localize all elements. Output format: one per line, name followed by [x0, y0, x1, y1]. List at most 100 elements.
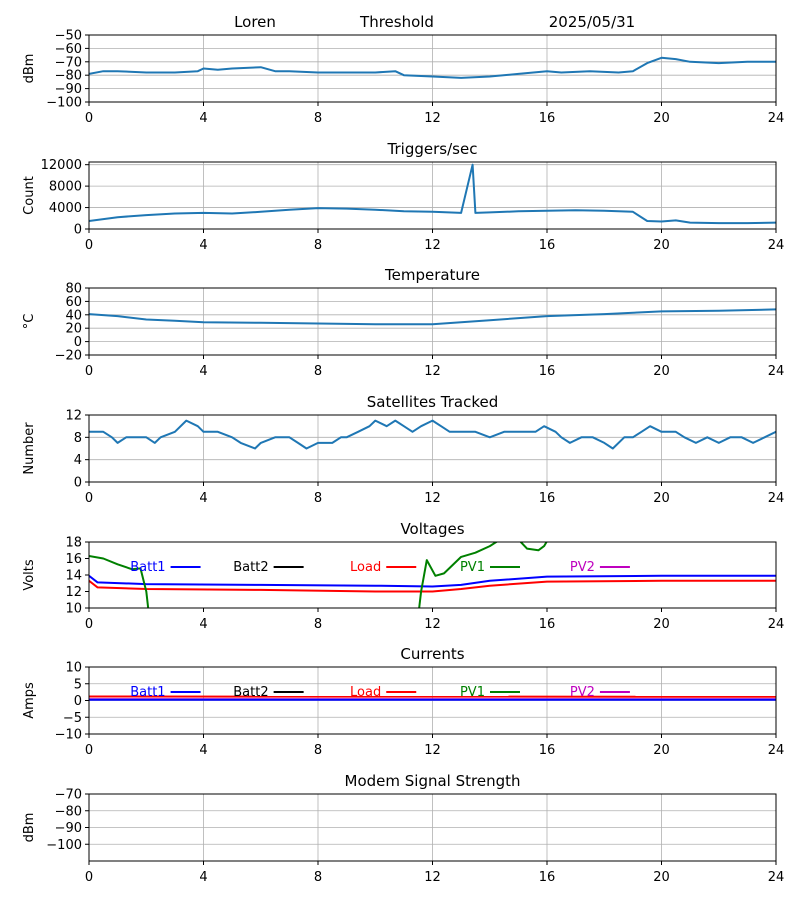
x-tick-label: 16	[539, 364, 556, 379]
y-tick-label: 0	[74, 476, 82, 491]
page-header: Loren Threshold 2025/05/31	[234, 13, 635, 31]
x-tick-label: 20	[653, 617, 670, 632]
x-tick-label: 20	[653, 238, 670, 253]
y-tick-label: 12	[65, 409, 82, 424]
x-tick-label: 0	[85, 491, 93, 506]
x-tick-label: 16	[539, 870, 556, 885]
x-tick-label: 8	[314, 743, 322, 758]
y-tick-label: −70	[55, 788, 82, 803]
y-tick-label: −60	[55, 42, 82, 57]
x-tick-label: 4	[199, 111, 207, 126]
y-tick-label: 4000	[49, 201, 82, 216]
y-tick-label: −80	[55, 804, 82, 819]
y-tick-label: 60	[65, 295, 82, 310]
panel-7: 0 4 8 12 16 20 24 −100 −90 −80−70 Modem Signal Str…	[22, 772, 784, 885]
panel-title: Voltages	[400, 520, 464, 538]
series-line-1	[89, 419, 776, 450]
plot-area	[89, 542, 776, 608]
series-line-1	[89, 56, 776, 79]
y-axis-label: Amps	[22, 682, 37, 719]
y-tick-label: 12	[65, 585, 82, 600]
plot-area	[89, 163, 776, 225]
x-tick-label: 20	[653, 743, 670, 758]
series-line-1	[89, 308, 776, 326]
y-axis-label: dBm	[22, 813, 37, 843]
panel-title: Currents	[400, 645, 464, 663]
y-tick-label: 10	[65, 661, 82, 676]
x-tick-label: 16	[539, 238, 556, 253]
panel-title: Modem Signal Strength	[345, 772, 521, 790]
x-tick-label: 12	[424, 617, 441, 632]
y-tick-label: −90	[55, 82, 82, 97]
x-tick-label: 0	[85, 238, 93, 253]
x-tick-label: 24	[768, 111, 785, 126]
x-tick-label: 16	[539, 617, 556, 632]
x-tick-label: 20	[653, 870, 670, 885]
y-axis-label: °C	[22, 314, 37, 330]
x-tick-label: 24	[768, 743, 785, 758]
legend-label-pv2: PV2	[570, 685, 595, 700]
x-tick-label: 24	[768, 617, 785, 632]
y-tick-label: −10	[55, 728, 82, 743]
plot-area	[89, 308, 776, 326]
x-tick-label: 24	[768, 364, 785, 379]
y-tick-label: −5	[63, 711, 82, 726]
legend-label-pv2: PV2	[570, 560, 595, 575]
y-tick-label: 18	[65, 536, 82, 551]
x-tick-label: 20	[653, 111, 670, 126]
x-tick-label: 20	[653, 491, 670, 506]
series-line-1	[89, 163, 776, 225]
legend-label-pv1: PV1	[460, 685, 485, 700]
panel-title: Temperature	[384, 266, 480, 284]
legend-label-batt2: Batt2	[233, 685, 268, 700]
y-tick-label: 0	[74, 223, 82, 238]
x-tick-label: 24	[768, 870, 785, 885]
x-tick-label: 4	[199, 743, 207, 758]
legend: Batt1 Batt2 Load PV1 PV2	[130, 560, 630, 575]
x-tick-label: 0	[85, 617, 93, 632]
legend-label-batt1: Batt1	[130, 560, 165, 575]
x-tick-label: 16	[539, 111, 556, 126]
y-tick-label: 12000	[41, 158, 82, 173]
x-tick-label: 4	[199, 870, 207, 885]
x-tick-label: 8	[314, 870, 322, 885]
x-tick-label: 12	[424, 491, 441, 506]
x-tick-label: 12	[424, 238, 441, 253]
y-axis-label: Count	[22, 176, 37, 215]
x-tick-label: 4	[199, 617, 207, 632]
header-mode: Threshold	[359, 13, 434, 31]
x-tick-label: 8	[314, 238, 322, 253]
legend-label-load: Load	[350, 685, 381, 700]
y-tick-label: 0	[74, 335, 82, 350]
y-tick-label: −100	[46, 838, 82, 853]
x-tick-label: 8	[314, 111, 322, 126]
x-tick-label: 0	[85, 364, 93, 379]
legend-label-batt2: Batt2	[233, 560, 268, 575]
y-tick-label: 5	[74, 677, 82, 692]
legend-label-load: Load	[350, 560, 381, 575]
x-tick-label: 12	[424, 111, 441, 126]
y-tick-label: 0	[74, 694, 82, 709]
plot-area	[89, 695, 776, 701]
y-axis-label: dBm	[22, 54, 37, 84]
panel-2: 0 4 8 12 16 20 24 0 4000 8000 12000 Triggers/sec Cou…	[22, 140, 784, 253]
x-tick-label: 16	[539, 743, 556, 758]
x-tick-label: 12	[424, 364, 441, 379]
y-tick-label: 20	[65, 322, 82, 337]
x-tick-label: 8	[314, 617, 322, 632]
series-line-load	[89, 579, 776, 593]
header-station: Loren	[234, 13, 276, 31]
y-tick-label: −100	[46, 96, 82, 111]
y-tick-label: −50	[55, 29, 82, 44]
x-tick-label: 20	[653, 364, 670, 379]
y-tick-label: 10	[65, 602, 82, 617]
legend-label-pv1: PV1	[460, 560, 485, 575]
x-tick-label: 0	[85, 111, 93, 126]
y-tick-label: 16	[65, 552, 82, 567]
x-tick-label: 8	[314, 364, 322, 379]
y-tick-label: 80	[65, 282, 82, 297]
x-tick-label: 0	[85, 743, 93, 758]
